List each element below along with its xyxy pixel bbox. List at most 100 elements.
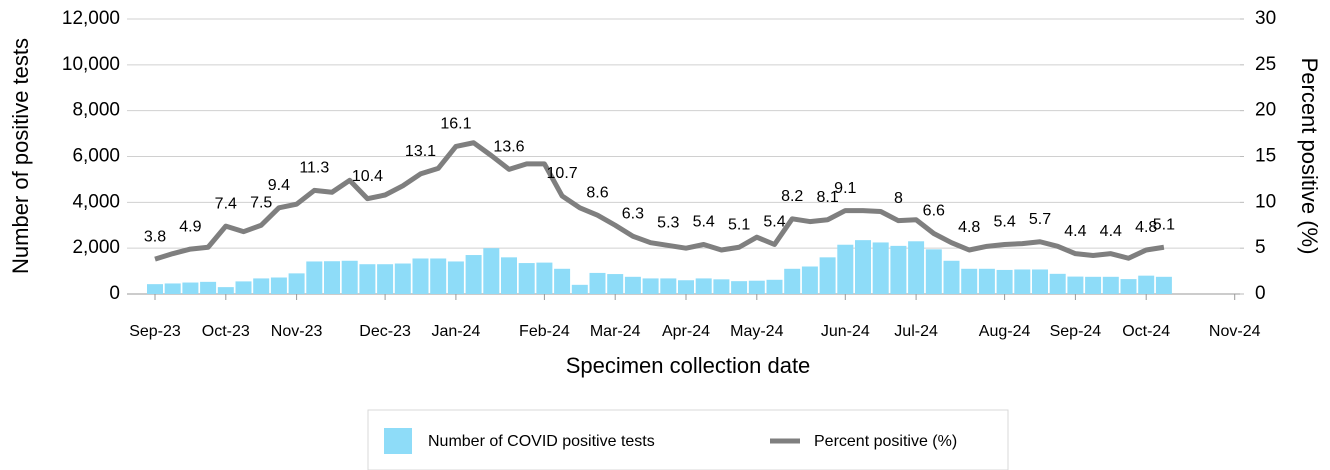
x-tick-label: Jul-24 xyxy=(894,323,938,340)
bar xyxy=(235,281,252,294)
bar xyxy=(217,287,234,294)
legend-swatch xyxy=(384,428,412,454)
data-label: 13.6 xyxy=(493,139,524,156)
data-label: 5.1 xyxy=(1153,216,1175,233)
bar xyxy=(766,279,783,294)
bar xyxy=(890,245,907,294)
bar xyxy=(377,264,394,294)
y2-axis-title: Percent positive (%) xyxy=(1297,58,1322,255)
bar xyxy=(589,272,606,294)
data-label: 13.1 xyxy=(405,143,436,160)
bar xyxy=(253,278,270,294)
x-tick-label: Mar-24 xyxy=(590,323,641,340)
bar xyxy=(1155,276,1172,294)
data-label: 6.6 xyxy=(923,203,945,220)
bar xyxy=(1102,276,1119,294)
x-axis-title: Specimen collection date xyxy=(566,353,811,378)
bar xyxy=(624,276,641,294)
data-label: 3.8 xyxy=(144,228,166,245)
y-tick-label: 2,000 xyxy=(72,237,120,258)
legend-box xyxy=(367,409,1009,470)
y2-tick-label: 20 xyxy=(1255,100,1276,121)
bar xyxy=(465,255,482,294)
bar xyxy=(1120,279,1137,294)
y2-tick-label: 0 xyxy=(1255,283,1266,304)
x-tick-label: Nov-24 xyxy=(1209,323,1261,340)
x-tick-label: Nov-23 xyxy=(271,323,323,340)
x-tick-label: Sep-23 xyxy=(129,323,181,340)
bar xyxy=(607,274,624,294)
y-tick-label: 8,000 xyxy=(72,100,120,121)
bar xyxy=(978,268,995,294)
bar xyxy=(713,279,730,294)
bar xyxy=(925,249,942,294)
bar xyxy=(1032,269,1048,294)
legend-label: Number of COVID positive tests xyxy=(428,433,655,450)
bar xyxy=(288,273,305,294)
data-label: 6.3 xyxy=(622,205,644,222)
y2-tick-label: 25 xyxy=(1255,54,1276,75)
y2-tick-label: 5 xyxy=(1255,237,1266,258)
bar xyxy=(872,242,889,294)
bar xyxy=(182,282,199,294)
x-tick-label: Sep-24 xyxy=(1050,323,1102,340)
y-axis-title: Number of positive tests xyxy=(8,38,33,274)
bar xyxy=(571,284,588,294)
bar xyxy=(660,278,677,294)
bar xyxy=(1014,269,1031,294)
data-label: 5.4 xyxy=(763,214,785,231)
bar xyxy=(1067,276,1084,294)
bar xyxy=(447,261,464,294)
data-label: 7.4 xyxy=(215,195,237,212)
data-label: 8.2 xyxy=(781,188,803,205)
x-tick-label: Aug-24 xyxy=(979,323,1031,340)
bar xyxy=(394,263,411,294)
bar xyxy=(341,260,358,294)
y-tick-label: 0 xyxy=(109,283,120,304)
bar xyxy=(996,269,1013,294)
bar xyxy=(1138,275,1155,294)
data-label: 8.6 xyxy=(586,184,608,201)
data-label: 8 xyxy=(894,190,903,207)
bar xyxy=(801,266,818,294)
bar xyxy=(501,257,517,294)
data-label: 8.1 xyxy=(816,189,838,206)
bar xyxy=(483,248,500,294)
legend-label: Percent positive (%) xyxy=(814,433,957,450)
y-tick-label: 12,000 xyxy=(62,8,120,29)
x-tick-label: Jun-24 xyxy=(821,323,870,340)
bar xyxy=(784,268,801,294)
x-tick-label: Oct-23 xyxy=(202,323,250,340)
x-tick-label: Oct-24 xyxy=(1122,323,1170,340)
data-label: 5.4 xyxy=(993,214,1015,231)
bar xyxy=(678,280,694,294)
y-tick-label: 10,000 xyxy=(62,54,120,75)
data-label: 11.3 xyxy=(299,160,329,177)
x-tick-label: May-24 xyxy=(730,323,783,340)
bar xyxy=(554,268,571,294)
data-label: 4.8 xyxy=(1135,219,1157,236)
data-label: 5.4 xyxy=(693,214,715,231)
bar xyxy=(748,280,765,294)
bar xyxy=(164,283,181,294)
data-label: 4.4 xyxy=(1064,223,1086,240)
bar xyxy=(412,258,429,294)
bar xyxy=(536,262,553,294)
data-label: 4.8 xyxy=(958,219,980,236)
bar xyxy=(270,277,287,294)
data-label: 7.5 xyxy=(250,194,272,211)
data-label: 4.9 xyxy=(179,218,201,235)
bar xyxy=(837,244,854,294)
data-label: 9.4 xyxy=(268,177,290,194)
bar xyxy=(961,268,978,294)
data-label: 16.1 xyxy=(440,116,471,133)
data-label: 5.3 xyxy=(657,215,679,232)
bar xyxy=(642,278,659,294)
bar xyxy=(1049,273,1066,294)
x-tick-label: Jan-24 xyxy=(431,323,480,340)
data-label: 4.4 xyxy=(1100,223,1122,240)
line xyxy=(154,140,1165,262)
bar xyxy=(908,241,925,294)
data-label: 9.1 xyxy=(834,180,856,197)
